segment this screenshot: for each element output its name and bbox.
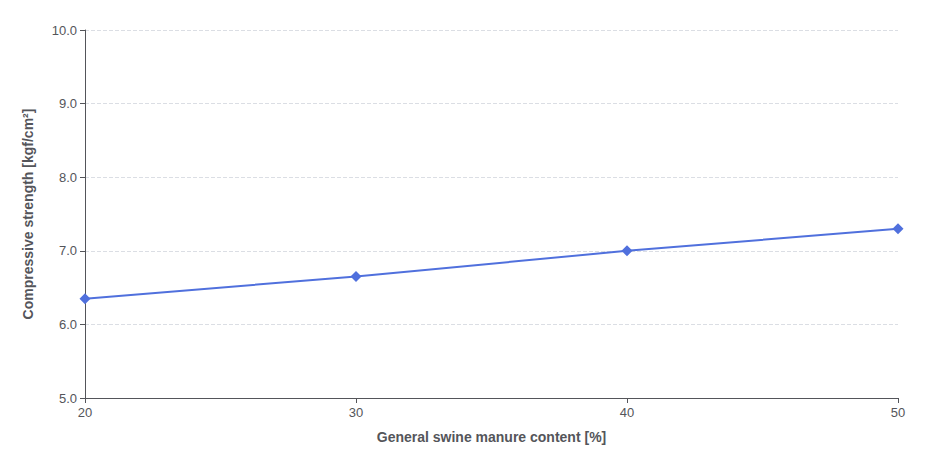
- svg-text:10.0: 10.0: [52, 23, 77, 38]
- svg-text:5.0: 5.0: [59, 391, 77, 406]
- svg-text:General swine manure content [: General swine manure content [%]: [377, 429, 607, 445]
- svg-text:6.0: 6.0: [59, 317, 77, 332]
- svg-text:30: 30: [349, 405, 363, 420]
- svg-text:7.0: 7.0: [59, 243, 77, 258]
- svg-text:8.0: 8.0: [59, 170, 77, 185]
- svg-text:9.0: 9.0: [59, 96, 77, 111]
- svg-text:40: 40: [620, 405, 634, 420]
- svg-text:20: 20: [78, 405, 92, 420]
- svg-text:50: 50: [891, 405, 905, 420]
- svg-text:Compressive strength [kgf/cm²]: Compressive strength [kgf/cm²]: [20, 109, 36, 320]
